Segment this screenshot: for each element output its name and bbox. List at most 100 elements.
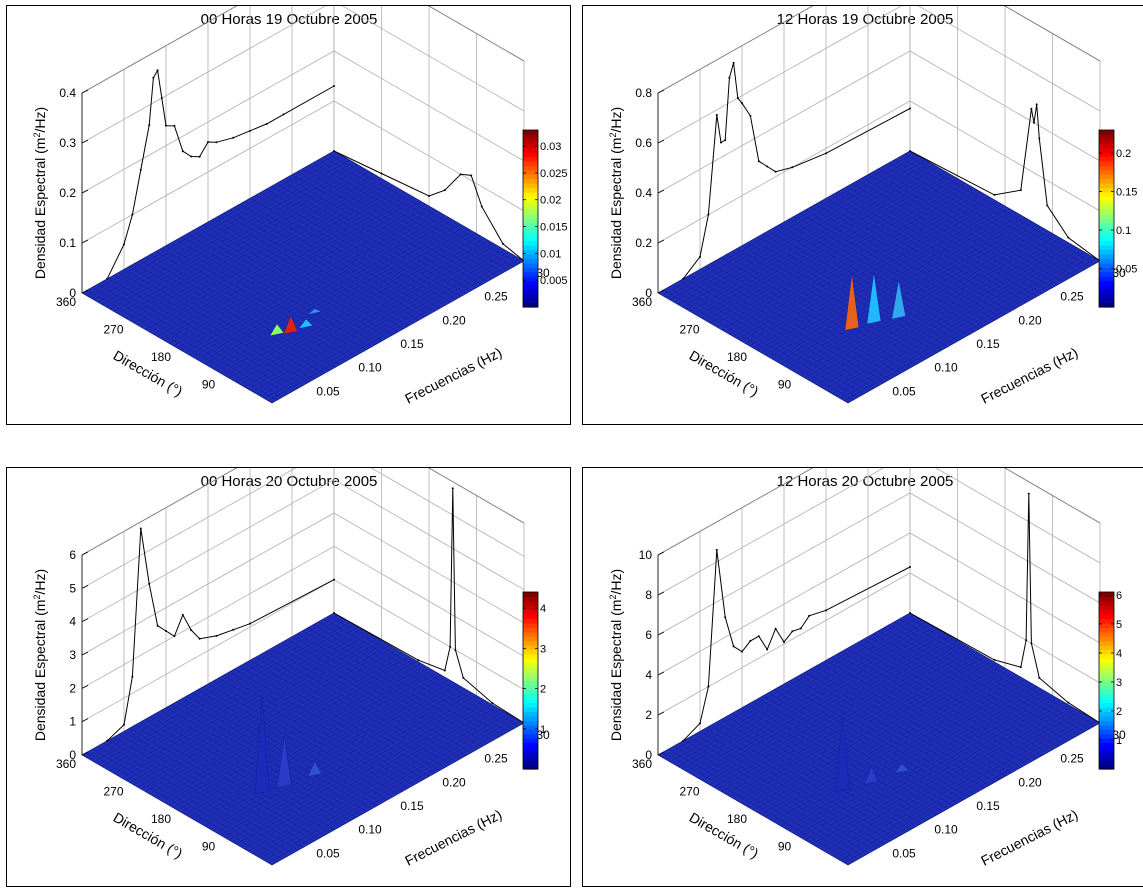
- mesh-line: [792, 690, 1045, 834]
- mesh-line: [824, 247, 1077, 390]
- frequency-axis-label: Frecuencias (Hz): [402, 806, 504, 869]
- mesh-line: [725, 189, 978, 333]
- mesh-line: [97, 160, 350, 303]
- direction-profile-point: [1019, 189, 1022, 192]
- z-tick-label: 0.8: [635, 86, 652, 100]
- mesh-line: [149, 651, 402, 795]
- colorbar-segment: [1099, 653, 1114, 659]
- frequency-profile-point: [728, 76, 731, 79]
- z-axis-label: Densidad Espectral (m2/Hz): [608, 107, 624, 279]
- mesh-line: [85, 153, 339, 296]
- mesh-line: [248, 709, 501, 852]
- colorbar-segment: [1099, 631, 1114, 637]
- colorbar-segment: [523, 196, 538, 202]
- mesh-line: [788, 688, 1041, 831]
- colorbar-segment: [523, 245, 538, 251]
- colorbar-segment: [523, 209, 538, 215]
- frequency-tick-label: 0.05: [892, 846, 916, 860]
- mesh-line: [737, 658, 990, 801]
- colorbar-segment: [523, 596, 538, 602]
- mesh-line: [216, 228, 469, 372]
- colorbar-segment: [1099, 622, 1114, 628]
- frequency-tick-label: 0.10: [934, 361, 958, 375]
- colorbar-segment: [523, 200, 538, 206]
- frequency-profile-point: [198, 155, 201, 158]
- colorbar-tick-label: 0.025: [540, 168, 568, 180]
- frequency-profile-point: [749, 114, 752, 117]
- frequency-profile-point: [707, 685, 710, 688]
- colorbar-segment: [523, 152, 538, 158]
- mesh-line: [244, 244, 497, 388]
- frequency-profile-point: [724, 139, 727, 142]
- mesh-line: [828, 249, 1081, 392]
- mesh-line: [832, 713, 1085, 856]
- colorbar-segment: [1099, 676, 1114, 682]
- mesh-line: [689, 169, 942, 312]
- colorbar-tick-label: 0.05: [1116, 264, 1137, 276]
- direction-profile-point: [1067, 236, 1070, 239]
- frequency-profile-point: [148, 124, 151, 127]
- mesh-line: [192, 677, 445, 820]
- mesh-line: [105, 626, 358, 769]
- colorbar-segment: [523, 715, 538, 721]
- frequency-tick-label: 0.15: [400, 799, 424, 813]
- mesh-line: [184, 210, 438, 353]
- grid-line: [657, 532, 1101, 676]
- mesh-line: [208, 224, 461, 367]
- mesh-line: [93, 619, 346, 763]
- colorbar-segment: [523, 147, 538, 153]
- colorbar-segment: [523, 227, 538, 233]
- mesh-line: [89, 617, 343, 760]
- mesh-line: [89, 155, 343, 298]
- z-axis-label: Densidad Espectral (m2/Hz): [32, 107, 48, 279]
- mesh-line: [236, 240, 489, 383]
- mesh-line: [661, 153, 915, 296]
- frequency-tick-label: 0.20: [1018, 313, 1042, 327]
- mesh-line: [748, 203, 1002, 346]
- z-tick-label: 4: [645, 668, 652, 682]
- mesh-line: [121, 635, 374, 779]
- direction-tick-label: 360: [56, 295, 76, 309]
- mesh-line: [168, 663, 422, 806]
- mesh-line: [685, 166, 938, 310]
- z-tick-label: 0.4: [59, 86, 76, 100]
- grid-line: [81, 6, 525, 144]
- z-tick-label: 0: [69, 286, 76, 300]
- frequency-profile-point: [757, 160, 760, 163]
- wall-edge: [657, 6, 1101, 94]
- surface-mesh: [661, 153, 1097, 401]
- colorbar-tick-label: 0.015: [540, 222, 568, 234]
- frequency-profile-point: [724, 616, 727, 619]
- colorbar-segment: [523, 764, 538, 770]
- colorbar-segment: [1099, 751, 1114, 757]
- frequency-axis-label: Frecuencias (Hz): [978, 344, 1080, 407]
- z-tick-label: 3: [69, 648, 76, 662]
- direction-profile-point: [1033, 121, 1036, 124]
- colorbar-segment: [1099, 755, 1114, 761]
- z-tick-mark: [81, 618, 89, 623]
- mesh-line: [729, 654, 982, 797]
- colorbar-segment: [523, 680, 538, 686]
- colorbar-segment: [1099, 746, 1114, 752]
- mesh-line: [804, 235, 1057, 378]
- frequency-axis-label: Frecuencias (Hz): [978, 806, 1080, 869]
- mesh-line: [705, 178, 958, 321]
- mesh-line: [744, 663, 998, 806]
- colorbar-tick-label: 4: [540, 603, 546, 615]
- frequency-profile-point: [173, 635, 176, 638]
- colorbar-tick-label: 1: [1116, 735, 1122, 747]
- mesh-line: [824, 709, 1077, 852]
- colorbar-segment: [523, 156, 538, 162]
- mesh-line: [157, 656, 410, 799]
- direction-profile-point: [1038, 137, 1041, 140]
- mesh-line: [768, 677, 1021, 820]
- frequency-profile-point: [699, 722, 701, 725]
- colorbar-segment: [1099, 258, 1114, 264]
- colorbar-tick-label: 6: [1116, 590, 1122, 602]
- frequency-profile-point: [766, 648, 769, 651]
- frequency-profile-point: [783, 641, 785, 643]
- direction-tick-label: 180: [151, 350, 171, 364]
- mesh-line: [204, 683, 457, 827]
- z-tick-label: 0.2: [635, 236, 652, 250]
- colorbar-segment: [1099, 733, 1114, 739]
